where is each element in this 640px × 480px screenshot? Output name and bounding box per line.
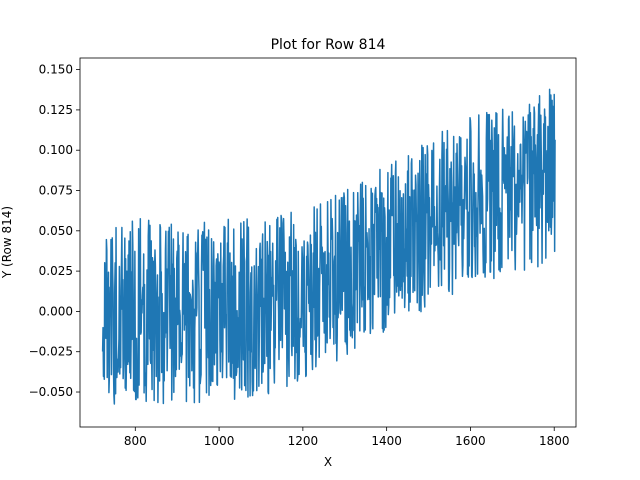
series-line [101,88,556,405]
y-tick-label: −0.025 [29,345,73,359]
y-tick-label: 0.025 [39,264,73,278]
y-tick-label: 0.075 [39,184,73,198]
y-tick-label: 0.125 [39,103,73,117]
x-tick-label: 1800 [539,434,570,448]
y-tick-label: 0.100 [39,143,73,157]
chart-title: Plot for Row 814 [271,37,386,53]
plot-frame [79,57,577,428]
x-axis: 800 1000 1200 1400 1600 1800 [124,427,570,448]
plot-area [79,57,577,428]
x-axis-label: X [324,455,332,469]
y-tick-label: 0.050 [39,224,73,238]
y-tick-label: −0.050 [29,385,73,399]
x-tick-label: 800 [124,434,147,448]
y-tick-label: 0.000 [39,304,73,318]
y-axis-label: Y (Row 814) [0,206,14,279]
x-tick-label: 1600 [455,434,486,448]
x-tick-label: 1000 [204,434,235,448]
x-tick-label: 1400 [371,434,402,448]
y-tick-label: 0.150 [39,63,73,77]
x-tick-label: 1200 [288,434,319,448]
y-axis: −0.050 −0.025 0.000 0.025 0.050 0.075 0.100 0.1… [29,63,80,399]
